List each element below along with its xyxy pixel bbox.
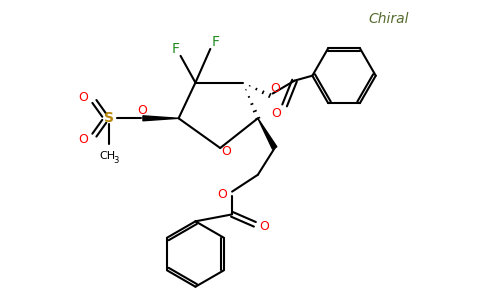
Text: S: S — [104, 111, 114, 125]
Polygon shape — [143, 116, 179, 121]
Text: O: O — [259, 220, 269, 233]
Text: O: O — [270, 82, 280, 95]
Text: O: O — [217, 188, 227, 201]
Text: O: O — [221, 146, 231, 158]
Text: O: O — [272, 107, 282, 120]
Text: Chiral: Chiral — [368, 12, 409, 26]
Text: F: F — [211, 35, 219, 49]
Text: F: F — [172, 42, 180, 56]
Text: O: O — [78, 91, 89, 104]
Text: O: O — [78, 133, 89, 146]
Text: 3: 3 — [113, 156, 119, 165]
Polygon shape — [258, 118, 277, 149]
Text: CH: CH — [99, 151, 115, 161]
Text: O: O — [137, 104, 147, 117]
